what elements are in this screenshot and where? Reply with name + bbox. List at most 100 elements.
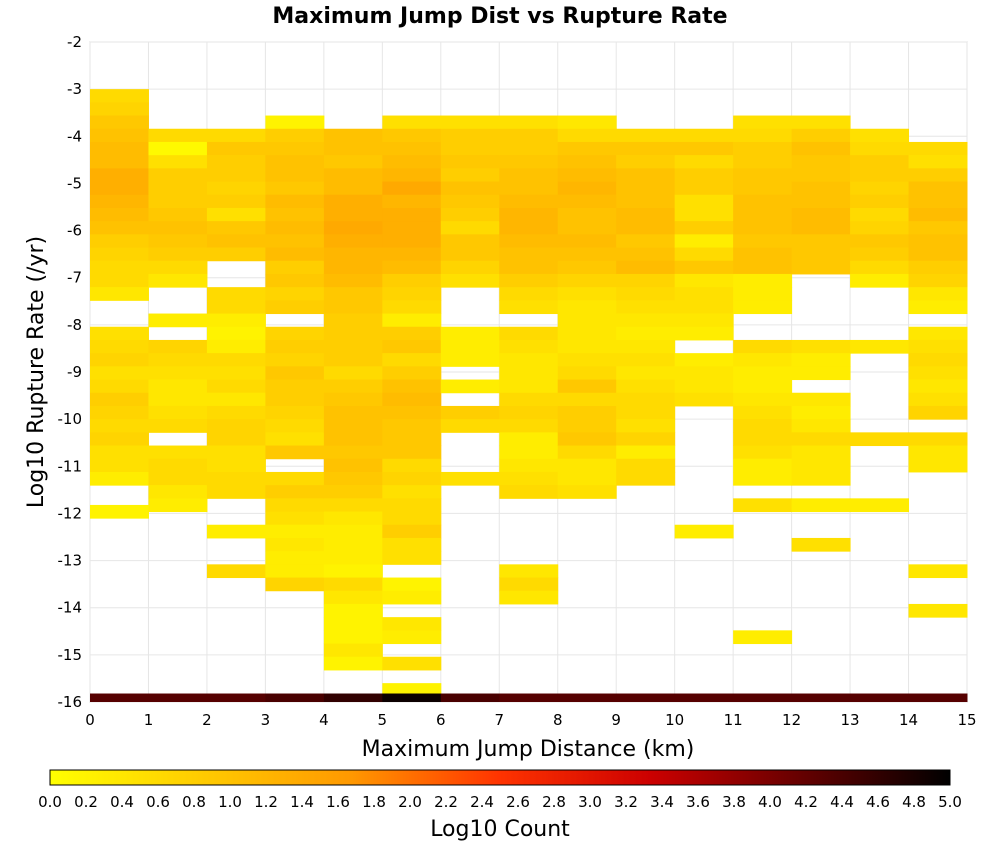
heatmap-cell [557, 273, 617, 288]
heatmap-cell [557, 379, 617, 394]
heatmap-cell [382, 141, 442, 156]
heatmap-cell [206, 366, 266, 381]
heatmap-cell [323, 128, 383, 143]
heatmap-cell [791, 392, 851, 407]
heatmap-cell [674, 194, 734, 209]
heatmap-cell [382, 445, 442, 460]
heatmap-cell [323, 577, 383, 592]
heatmap-cell [90, 419, 149, 433]
heatmap-cell [850, 141, 910, 156]
heatmap-cell [616, 273, 676, 288]
y-tick-labels: -2 -3 -4 -5 -6 -7 -8 -9 -10 -11 -12 -13 -14 -15 -16 [58, 33, 83, 711]
heatmap-cell [265, 485, 325, 499]
heatmap-cell [90, 445, 149, 460]
heatmap-cell [616, 207, 676, 222]
heatmap-cell-bottom [557, 693, 617, 702]
heatmap-cell [206, 485, 266, 499]
heatmap-cell [733, 273, 793, 288]
heatmap-cell [499, 115, 559, 130]
heatmap-cell [850, 181, 910, 196]
heatmap-cell [733, 471, 793, 486]
heatmap-cell [733, 260, 793, 275]
colorbar-tick-label: 2.0 [398, 793, 422, 811]
heatmap-cell [382, 326, 442, 341]
heatmap-cell [323, 141, 383, 156]
heatmap-cell [382, 313, 442, 328]
heatmap-cell-bottom [90, 693, 149, 702]
y-tick-label: -16 [58, 693, 83, 711]
heatmap-cell [265, 366, 325, 381]
colorbar-tick-label: 4.2 [794, 793, 818, 811]
heatmap-cell [206, 247, 266, 262]
heatmap-cell [674, 353, 734, 367]
heatmap-cell [499, 181, 559, 196]
y-tick-label: -11 [58, 457, 83, 475]
heatmap-cell [206, 141, 266, 156]
heatmap-cell [557, 326, 617, 341]
heatmap-cell [382, 260, 442, 275]
heatmap-cell [382, 234, 442, 249]
heatmap-cell [323, 551, 383, 565]
heatmap-cell [908, 366, 968, 381]
heatmap-cell [499, 247, 559, 262]
heatmap-cell [499, 234, 559, 249]
heatmap-cell-bottom [206, 693, 266, 702]
heatmap-cell [206, 405, 266, 420]
heatmap-cell [557, 221, 617, 235]
x-tick-label: 9 [611, 711, 621, 729]
heatmap-cell [616, 181, 676, 196]
heatmap-cell [90, 405, 149, 420]
heatmap-cell [323, 313, 383, 328]
heatmap-cell [733, 141, 793, 156]
heatmap-cell [265, 300, 325, 315]
heatmap-cell [733, 392, 793, 407]
heatmap-cell [733, 221, 793, 235]
heatmap-cell [265, 247, 325, 262]
heatmap-cell [616, 247, 676, 262]
heatmap-cell [499, 353, 559, 367]
x-tick-label: 13 [841, 711, 860, 729]
heatmap-cell [148, 419, 208, 433]
heatmap-cell [382, 656, 442, 671]
heatmap-cell [674, 247, 734, 262]
heatmap-cell [265, 445, 325, 460]
heatmap-cell [557, 300, 617, 315]
heatmap-cells [90, 89, 968, 702]
heatmap-cell [674, 155, 734, 169]
heatmap-cell [90, 366, 149, 381]
heatmap-cell [206, 458, 266, 473]
heatmap-cell [440, 353, 500, 367]
heatmap-cell [791, 471, 851, 486]
heatmap-cell [616, 221, 676, 235]
heatmap-cell [908, 260, 968, 275]
heatmap-cell [323, 419, 383, 433]
heatmap-cell [323, 287, 383, 301]
heatmap-cell [908, 273, 968, 288]
x-tick-label: 7 [494, 711, 504, 729]
heatmap-cell [323, 366, 383, 381]
heatmap-cell [148, 379, 208, 394]
heatmap-cell [674, 207, 734, 222]
heatmap-cell [791, 260, 851, 275]
heatmap-cell [557, 207, 617, 222]
heatmap-cell [733, 498, 793, 513]
heatmap-cell [148, 155, 208, 169]
heatmap-cell [265, 141, 325, 156]
heatmap-cell [791, 339, 851, 354]
heatmap-cell [499, 564, 559, 579]
heatmap-cell [206, 221, 266, 235]
heatmap-cell [499, 260, 559, 275]
colorbar-tick-label: 1.8 [362, 793, 386, 811]
heatmap-cell [323, 379, 383, 394]
heatmap-cell [148, 458, 208, 473]
heatmap-cell [908, 326, 968, 341]
heatmap-cell [440, 194, 500, 209]
heatmap-cell [382, 168, 442, 183]
heatmap-cell [499, 379, 559, 394]
heatmap-cell [908, 168, 968, 183]
heatmap-cell [148, 141, 208, 156]
heatmap-cell [265, 353, 325, 367]
heatmap-cell [148, 353, 208, 367]
y-tick-label: -12 [58, 504, 83, 522]
heatmap-cell [382, 300, 442, 315]
